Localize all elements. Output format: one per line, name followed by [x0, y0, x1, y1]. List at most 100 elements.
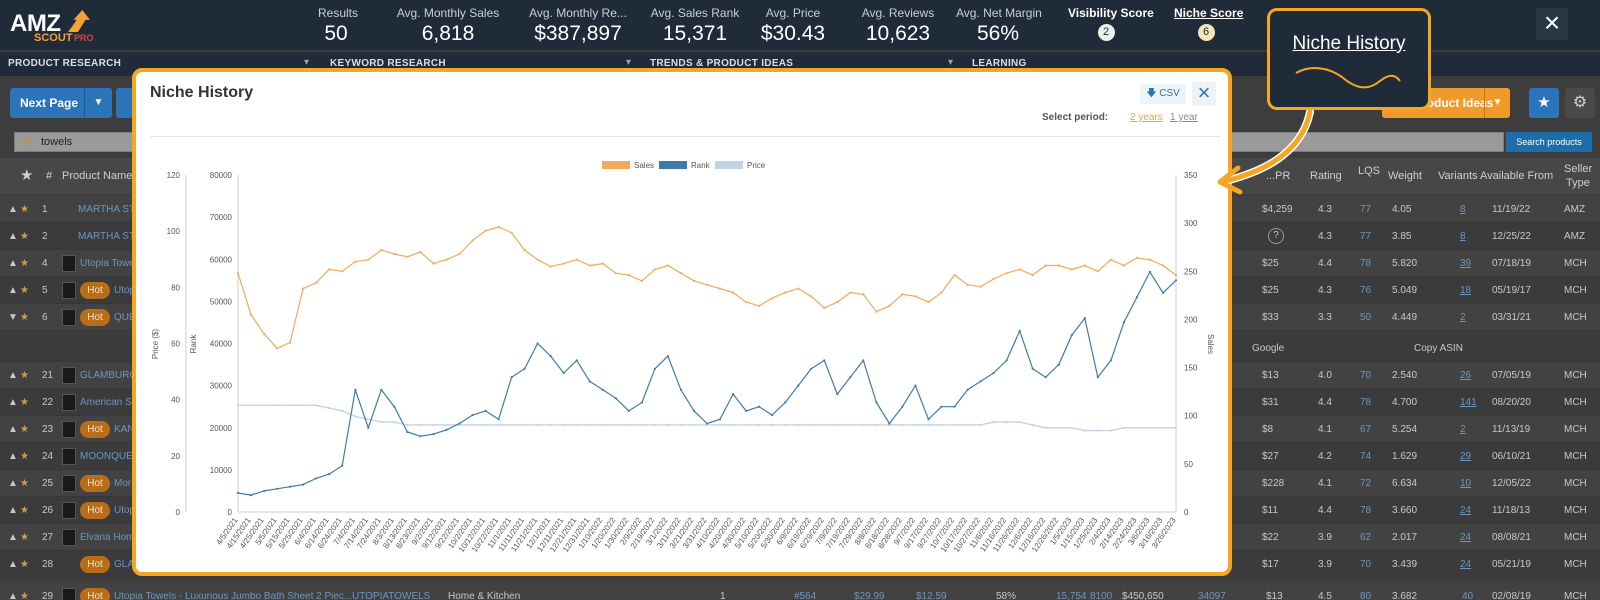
header-price[interactable]: ...PR — [1266, 170, 1291, 182]
favorite-star-icon[interactable]: ★ — [20, 285, 29, 296]
section-learning[interactable]: LEARNING — [972, 58, 1027, 69]
refresh-button[interactable] — [116, 88, 136, 118]
search-products-button[interactable]: Search products — [1506, 132, 1592, 152]
product-name[interactable]: MOONQUE — [80, 451, 133, 462]
expand-icon[interactable]: ▼ — [8, 312, 18, 323]
favorite-star-icon[interactable]: ★ — [20, 478, 29, 489]
header-lqs[interactable]: LQS — [1358, 165, 1381, 177]
row-variants[interactable]: 24 — [1460, 559, 1472, 570]
visibility-score[interactable]: Visibility Score 2 — [1068, 6, 1154, 41]
row-variants[interactable]: 8 — [1460, 204, 1466, 215]
expand-icon[interactable]: ▲ — [8, 532, 18, 543]
expand-icon[interactable]: ▲ — [8, 397, 18, 408]
row-variants[interactable]: 2 — [1460, 424, 1466, 435]
row-variants[interactable]: 24 — [1460, 505, 1472, 516]
data-point-rank — [745, 409, 748, 412]
expand-icon[interactable]: ▲ — [8, 285, 18, 296]
gear-icon[interactable]: ⚙ — [1565, 88, 1595, 118]
row-variants[interactable]: 2 — [1460, 312, 1466, 323]
favorite-star-icon[interactable]: ★ — [20, 204, 29, 215]
favorite-star-icon[interactable]: ★ — [20, 397, 29, 408]
header-seller-1[interactable]: Seller — [1564, 163, 1593, 175]
product-name[interactable]: Utopia Towels - Luxurious Jumbo Bath She… — [114, 591, 353, 600]
expand-icon[interactable]: ▲ — [8, 424, 18, 435]
product-name[interactable]: MARTHA ST — [78, 204, 136, 215]
csv-download-button[interactable]: 🡇 CSV — [1140, 84, 1186, 104]
row-variants[interactable]: 18 — [1460, 285, 1472, 296]
expand-icon[interactable]: ▲ — [8, 370, 18, 381]
expand-icon[interactable]: ▲ — [8, 505, 18, 516]
brand[interactable]: UTOPIATOWELS — [352, 591, 431, 600]
product-name[interactable]: GLAMBURG — [80, 370, 138, 381]
copy-asin-button[interactable]: Copy ASIN — [1414, 343, 1463, 354]
next-page-button[interactable]: Next Page ▼ — [10, 88, 112, 118]
chevron-down-icon[interactable]: ▼ — [84, 88, 112, 118]
product-name[interactable]: GLA — [114, 559, 135, 570]
expand-icon[interactable]: ▲ — [8, 231, 18, 242]
favorite-star-icon[interactable]: ★ — [20, 312, 29, 323]
favorite-star-icon[interactable]: ★ — [20, 231, 29, 242]
row-variants[interactable]: 8 — [1460, 231, 1466, 242]
product-name[interactable]: Elvana Hom — [80, 532, 135, 543]
period-option-2-years[interactable]: 2 years — [1130, 112, 1163, 123]
expand-icon[interactable]: ▲ — [8, 591, 18, 600]
header-seller-2[interactable]: Type — [1566, 177, 1590, 189]
row-variants[interactable]: 26 — [1460, 370, 1472, 381]
close-icon[interactable]: × — [1192, 82, 1216, 106]
favorite-star-icon[interactable]: ★ — [20, 591, 29, 600]
header-rating[interactable]: Rating — [1310, 170, 1342, 182]
select-period-label: Select period: — [1042, 112, 1109, 123]
header-weight[interactable]: Weight — [1388, 170, 1423, 182]
section-keyword-research[interactable]: KEYWORD RESEARCH — [330, 58, 446, 69]
close-icon[interactable]: × — [1536, 8, 1568, 40]
series-line-rank — [237, 271, 1177, 496]
amzscout-logo[interactable]: AMZ SCOUT PRO — [8, 8, 108, 46]
row-variants[interactable]: 39 — [1460, 258, 1472, 269]
header-variants[interactable]: Variants — [1438, 170, 1478, 182]
info-icon[interactable]: ? — [1268, 228, 1284, 244]
product-name[interactable]: MARTHA ST — [78, 231, 136, 242]
section-trends[interactable]: TRENDS & PRODUCT IDEAS — [650, 58, 794, 69]
product-name[interactable]: American So — [80, 397, 138, 408]
favorite-star-icon[interactable]: ★ — [20, 370, 29, 381]
favorite-star-icon[interactable]: ★ — [20, 451, 29, 462]
chevron-down-icon[interactable]: ▾ — [948, 57, 954, 68]
period-option-1-year[interactable]: 1 year — [1170, 112, 1198, 123]
row-variants[interactable]: 141 — [1460, 397, 1477, 408]
row-variants[interactable]: 10 — [1460, 478, 1472, 489]
favorite-star-icon[interactable]: ★ — [20, 424, 29, 435]
expand-icon[interactable]: ▲ — [8, 451, 18, 462]
table-row[interactable]: ▲ ★ 29 Hot Utopia Towels - Luxurious Jum… — [0, 583, 1600, 600]
expand-icon[interactable]: ▲ — [8, 478, 18, 489]
product-name[interactable]: Utopia Towe — [80, 258, 135, 269]
chevron-down-icon[interactable]: ▾ — [304, 57, 310, 68]
header-available-from[interactable]: Available From — [1480, 170, 1554, 182]
star-icon[interactable]: ★ — [1529, 88, 1559, 118]
product-name[interactable]: QUE — [114, 312, 136, 323]
product-name[interactable]: Mor — [114, 478, 132, 489]
product-name[interactable]: Utop — [114, 505, 136, 516]
row-price: $13 — [1266, 591, 1283, 600]
chevron-down-icon[interactable]: ▼ — [1484, 88, 1510, 118]
niche-score[interactable]: Niche Score 6 — [1174, 6, 1243, 41]
favorite-star-icon[interactable]: ★ — [20, 505, 29, 516]
header-num[interactable]: # — [46, 170, 53, 182]
header-product-name[interactable]: Product Name — [62, 170, 133, 182]
row-variants[interactable]: 24 — [1460, 532, 1472, 543]
favorite-star-icon[interactable]: ★ — [20, 532, 29, 543]
chevron-down-icon[interactable]: ▾ — [626, 57, 632, 68]
rank[interactable]: #564 — [794, 591, 817, 600]
expand-icon[interactable]: ▲ — [8, 258, 18, 269]
google-link[interactable]: Google — [1252, 343, 1285, 354]
row-variants[interactable]: 29 — [1460, 451, 1472, 462]
favorite-star-icon[interactable]: ★ — [20, 559, 29, 570]
data-point-sales — [1031, 274, 1034, 277]
expand-icon[interactable]: ▲ — [8, 559, 18, 570]
row-variants[interactable]: 40 — [1462, 591, 1474, 600]
product-name[interactable]: Utop — [114, 285, 136, 296]
section-product-research[interactable]: PRODUCT RESEARCH — [8, 58, 122, 69]
data-point-sales — [849, 291, 852, 294]
product-name[interactable]: KAN — [114, 424, 135, 435]
expand-icon[interactable]: ▲ — [8, 204, 18, 215]
favorite-star-icon[interactable]: ★ — [20, 258, 29, 269]
